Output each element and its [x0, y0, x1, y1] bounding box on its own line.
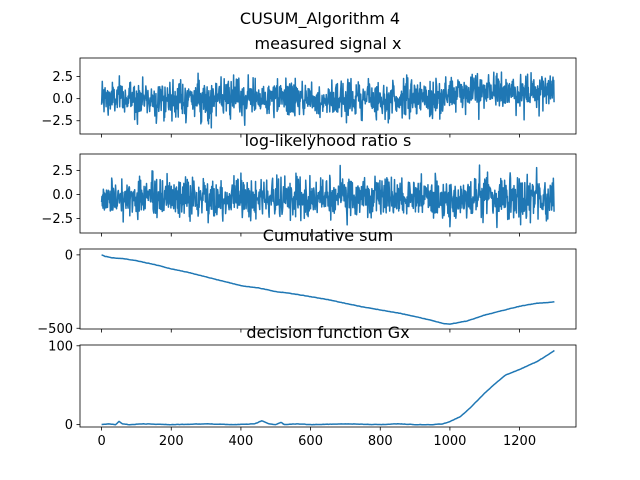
axes-frame-decision-function	[79, 344, 577, 428]
series-line-cumulative-sum	[101, 254, 555, 325]
series-line-decision-function	[101, 349, 555, 426]
xtick-label-decision-function: 800	[368, 434, 393, 449]
xtick-label-decision-function: 600	[298, 434, 323, 449]
ytick-label-cumulative-sum: 0	[65, 248, 73, 263]
ytick-label-log-likelihood: −2.5	[41, 212, 73, 227]
ticks-log-likelihood: −2.5 0.0 2.5	[41, 164, 520, 237]
ytick-label-log-likelihood: 0.0	[52, 188, 73, 203]
panel-title-measured-signal: measured signal x	[255, 34, 402, 53]
ytick-label-measured-signal: −2.5	[41, 114, 73, 129]
xtick-label-decision-function: 0	[97, 434, 105, 449]
axes-frame-measured-signal	[79, 57, 577, 135]
panel-title-decision-function: decision function Gx	[246, 323, 409, 342]
figure-suptitle: CUSUM_Algorithm 4	[240, 9, 400, 29]
ytick-label-measured-signal: 0.0	[52, 92, 73, 107]
ytick-label-cumulative-sum: −500	[37, 322, 73, 337]
ytick-label-log-likelihood: 2.5	[52, 164, 73, 179]
series-line-log-likelihood	[100, 164, 555, 229]
panel-measured-signal: measured signal x −2.5 0.0 2.5	[41, 34, 577, 138]
ytick-label-decision-function: 100	[48, 339, 73, 354]
ticks-measured-signal: −2.5 0.0 2.5	[41, 70, 520, 138]
xtick-label-decision-function: 200	[159, 434, 184, 449]
panel-cumulative-sum: Cumulative sum −500 0	[37, 226, 577, 337]
panel-title-cumulative-sum: Cumulative sum	[263, 226, 393, 245]
axes-frame-log-likelihood	[79, 153, 577, 234]
panel-log-likelihood: log-likelyhood ratio s −2.5 0.0 2.5	[41, 131, 577, 237]
ticks-cumulative-sum: −500 0	[37, 248, 520, 337]
xtick-label-decision-function: 400	[229, 434, 254, 449]
ytick-label-measured-signal: 2.5	[52, 70, 73, 85]
series-line-measured-signal	[100, 71, 555, 129]
panel-title-log-likelihood: log-likelyhood ratio s	[245, 131, 412, 150]
ytick-label-decision-function: 0	[65, 418, 73, 433]
axes-frame-cumulative-sum	[79, 248, 577, 330]
xtick-label-decision-function: 1000	[433, 434, 466, 449]
xtick-label-decision-function: 1200	[503, 434, 536, 449]
